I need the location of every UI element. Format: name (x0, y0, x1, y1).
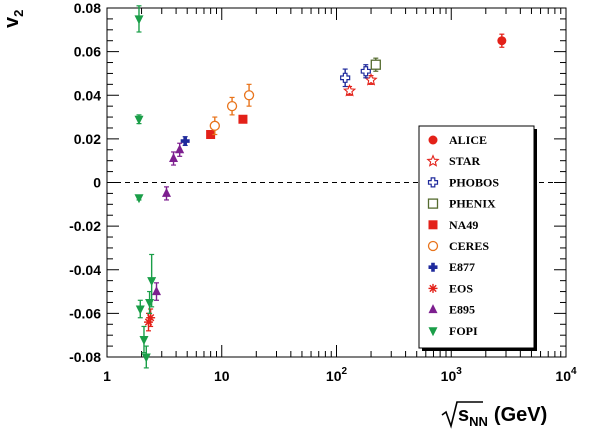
ceres-point (243, 90, 255, 101)
legend-label-ceres: CERES (449, 239, 489, 253)
svg-text:sNN(GeV): sNN (GeV) (458, 404, 547, 429)
ceres-point (209, 120, 220, 131)
legend-marker-phenix (427, 198, 439, 209)
e895-point (151, 286, 161, 296)
legend-marker-fopi (428, 327, 438, 337)
series-ceres (209, 83, 255, 136)
series-e895 (151, 142, 185, 301)
legend-marker-e895 (428, 304, 438, 314)
phenix-point (370, 59, 381, 70)
series-e877 (180, 136, 190, 147)
legend-shadow-right (534, 129, 537, 351)
legend-label-e877: E877 (449, 260, 475, 274)
series-star (342, 73, 378, 97)
e895-point (175, 144, 185, 154)
legend-marker-alice (428, 135, 438, 145)
legend-marker-star (426, 154, 440, 167)
legend-marker-na49 (428, 220, 438, 230)
asterisk-stroke (429, 284, 437, 293)
phobos-point (340, 72, 351, 83)
alice-point (497, 36, 507, 46)
series-fopi (134, 5, 157, 369)
x-tick-label: 103 (441, 366, 463, 384)
star-point (342, 83, 357, 97)
y-tick-label: 0 (93, 175, 101, 191)
asterisk-stroke (146, 314, 155, 322)
fopi-point (134, 15, 144, 25)
legend-label-e895: E895 (449, 303, 475, 317)
x-tick-label: 104 (555, 366, 577, 384)
series-na49 (206, 114, 248, 140)
axes: -0.08 -0.06 -0.04 -0.02 0 0.02 0.04 0.06 0.08 1 10… (69, 0, 577, 384)
y-axis-title-main: v (1, 16, 23, 28)
series-alice (497, 33, 507, 48)
eos-point (146, 313, 156, 323)
x-axis-title: sNN (GeV) (441, 401, 547, 429)
fopi-point (134, 115, 144, 125)
y-tick-label: 0.08 (74, 0, 101, 16)
y-tick-label: 0.02 (74, 131, 101, 147)
y-tick-label: -0.08 (69, 349, 101, 365)
phobos-point (360, 66, 371, 77)
legend-label-fopi: FOPI (449, 324, 478, 338)
y-axis-title-sub: 2 (11, 10, 26, 17)
legend-label-star: STAR (449, 154, 480, 168)
legend-label-alice: ALICE (449, 133, 487, 147)
fopi-point (147, 277, 157, 287)
legend-marker-e877 (428, 262, 438, 272)
legend-marker-eos (428, 283, 438, 293)
e895-point (161, 187, 171, 197)
x-tick-label: 10 (214, 368, 230, 384)
x-axis-title-main: s (458, 404, 469, 426)
ceres-point (226, 101, 238, 112)
y-tick-label: 0.06 (74, 44, 101, 60)
y-tick-label: -0.04 (69, 262, 101, 278)
y-tick-label: -0.02 (69, 218, 101, 234)
legend-marker-ceres (427, 240, 439, 252)
na49-point (238, 114, 248, 124)
x-axis-title-unit: (GeV) (494, 404, 547, 426)
y-axis-title: v2 (1, 10, 26, 28)
legend-label-phenix: PHENIX (449, 197, 496, 211)
legend: ALICE STAR PHOBOS PHENIX NA49 CERES E877 EOS E89… (418, 125, 537, 351)
x-tick-label: 102 (326, 366, 348, 384)
sqrt-symbol (441, 401, 483, 429)
x-axis-title-sub: NN (469, 414, 488, 429)
legend-label-phobos: PHOBOS (449, 175, 499, 189)
legend-label-na49: NA49 (449, 218, 478, 232)
series-phenix (370, 57, 381, 72)
e895-point (169, 153, 179, 163)
y-tick-label: -0.06 (69, 305, 101, 321)
legend-marker-phobos (427, 177, 439, 188)
data-points (134, 5, 507, 369)
fopi-point (139, 336, 149, 346)
legend-shadow-bottom (422, 348, 537, 351)
x-tick-label: 1 (103, 368, 111, 384)
fopi-point (135, 305, 145, 315)
fopi-point (141, 353, 151, 363)
legend-box (418, 125, 535, 349)
y-tick-label: 0.04 (74, 87, 101, 103)
fopi-point (134, 194, 144, 204)
legend-label-eos: EOS (449, 281, 473, 295)
series-phobos (340, 64, 371, 88)
series-eos (144, 308, 156, 332)
e877-point (180, 136, 190, 146)
na49-point (206, 130, 216, 140)
